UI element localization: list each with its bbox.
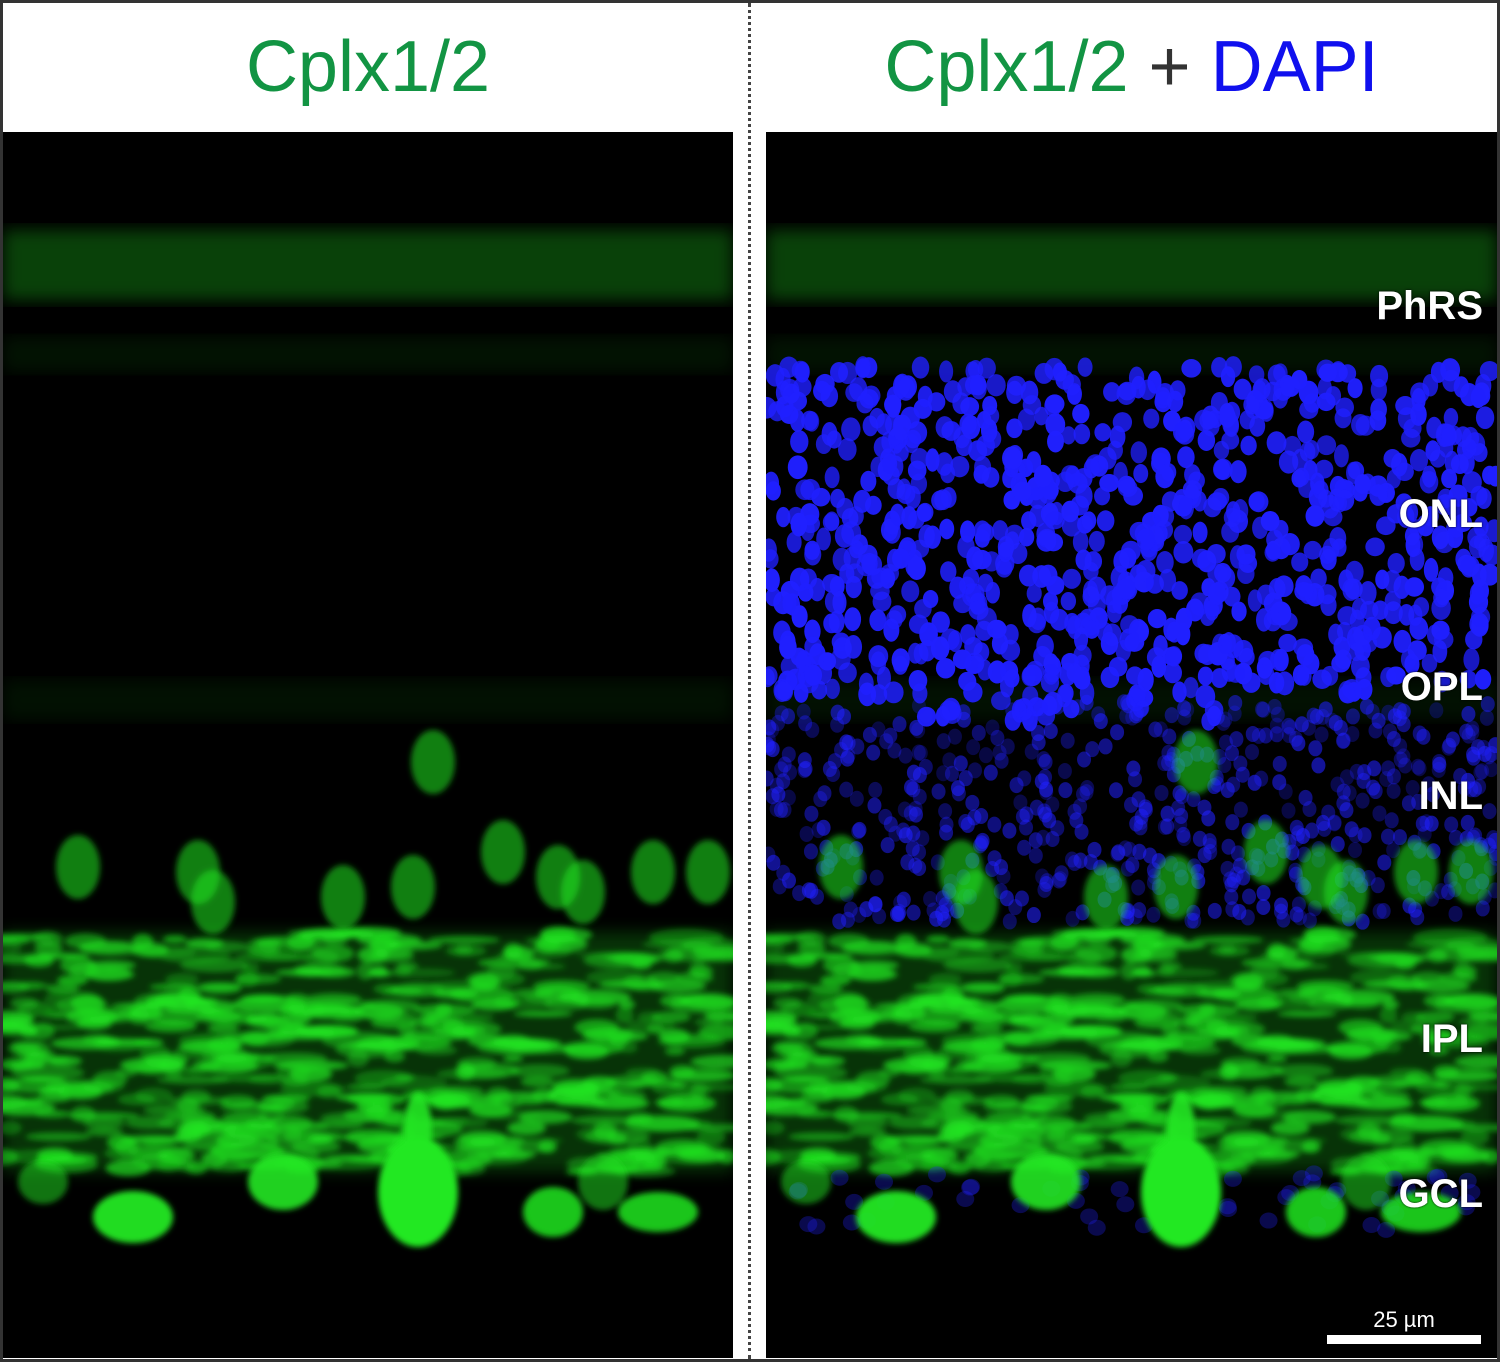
layer-label-inl: INL <box>1418 774 1483 818</box>
ipl-band <box>3 932 733 1172</box>
labeled-cells <box>781 730 1493 1247</box>
opl-band <box>3 680 733 720</box>
scale-bar-label: 25 µm <box>1373 1307 1435 1332</box>
phrs-band <box>766 230 1497 300</box>
merge-image-panel: PhRS ONL OPL INL IPL GCL 25 µm <box>766 132 1497 1358</box>
layer-label-opl: OPL <box>1400 665 1483 709</box>
title-cplx: Cplx1/2 <box>884 27 1129 107</box>
layer-label-phrs: PhRS <box>1376 284 1483 328</box>
phrs-lower-band <box>3 337 733 372</box>
scale-bar: 25 µm <box>1327 1307 1481 1344</box>
merge-micrograph <box>766 230 1497 1247</box>
title-dapi: DAPI <box>1210 27 1379 107</box>
labeled-cells <box>18 730 730 1247</box>
layer-label-onl: ONL <box>1398 492 1483 536</box>
phrs-band <box>3 230 733 300</box>
right-panel-title: Cplx1/2 + DAPI <box>766 22 1497 112</box>
dotted-divider <box>748 3 751 1359</box>
scale-bar-line <box>1327 1335 1481 1344</box>
ipl-band <box>766 932 1497 1172</box>
title-plus: + <box>1148 27 1191 107</box>
layer-label-ipl: IPL <box>1420 1017 1483 1061</box>
left-panel-title: Cplx1/2 <box>245 27 491 107</box>
cplx-micrograph <box>3 230 733 1247</box>
cplx-image-panel <box>3 132 733 1358</box>
layer-label-gcl: GCL <box>1398 1172 1483 1216</box>
